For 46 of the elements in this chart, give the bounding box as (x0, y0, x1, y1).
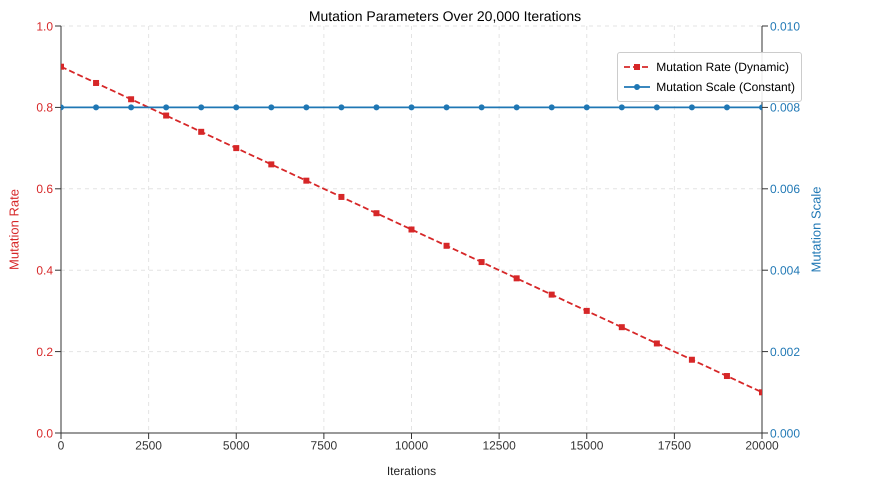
point (724, 373, 730, 380)
point (444, 242, 450, 249)
x-axis-title: Iterations (386, 464, 436, 478)
y-axis-title: Mutation Rate (6, 189, 22, 270)
y2-tick-label: 0.002 (770, 344, 800, 359)
x-tick-label: 10000 (394, 438, 429, 453)
point (198, 128, 204, 135)
point (408, 226, 414, 232)
y2-tick-label: 0.006 (770, 182, 800, 196)
y-tick-label: 1.0 (36, 19, 54, 34)
y2-tick-label: 0.010 (770, 19, 800, 34)
y-tick-label: 0.2 (36, 344, 54, 359)
x-tick-label: 5000 (222, 438, 250, 453)
y-tick-label: 0.0 (36, 426, 54, 440)
y-tick-label: 0.4 (36, 263, 54, 278)
y2-tick-label: 0.000 (770, 426, 800, 440)
y2-axis-title: Mutation Scale (808, 186, 824, 272)
point (303, 178, 310, 184)
y-tick-label: 0.8 (36, 100, 54, 115)
point (338, 194, 344, 200)
point (584, 308, 590, 314)
x-tick-label: 0 (58, 438, 65, 453)
x-tick-label: 12500 (482, 438, 516, 453)
point (548, 292, 555, 298)
x-tick-label: 17500 (658, 438, 692, 453)
y2-tick-label: 0.004 (770, 263, 800, 278)
point (233, 145, 240, 152)
point (93, 80, 100, 86)
point (163, 112, 170, 119)
legend-label: Mutation Rate (Dynamic) (656, 60, 789, 74)
x-tick-label: 20000 (745, 438, 780, 453)
legend-label: Mutation Scale (Constant) (656, 80, 795, 94)
x-tick-label: 15000 (570, 438, 604, 453)
x-tick-label: 2500 (135, 438, 162, 453)
point (373, 210, 380, 216)
y-tick-label: 0.6 (36, 182, 54, 196)
point (654, 340, 660, 346)
point (688, 356, 695, 363)
chart-title: Mutation Parameters Over 20,000 Iterations (308, 8, 582, 24)
point (128, 96, 134, 102)
point (268, 161, 274, 168)
y2-tick-label: 0.008 (770, 100, 800, 115)
point (478, 259, 485, 266)
x-tick-label: 7500 (310, 438, 338, 453)
point (514, 275, 520, 282)
point (618, 324, 625, 330)
